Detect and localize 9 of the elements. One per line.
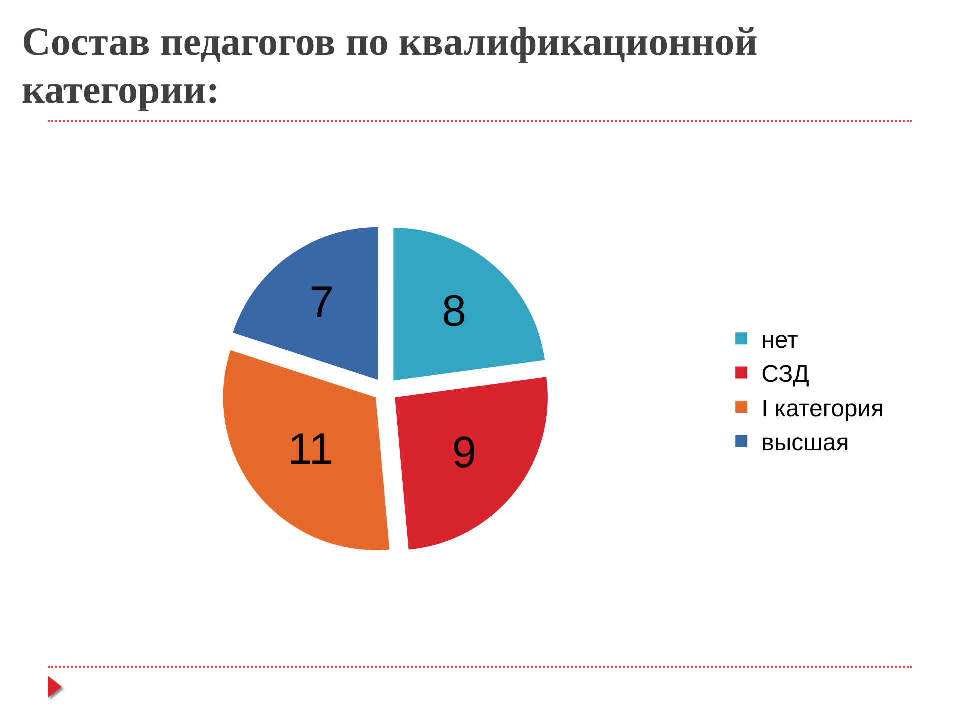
legend-label: высшая [762,430,850,457]
legend-label: СЗД [762,361,810,388]
chart-title: Состав педагогов по квалификационной категории: [22,18,759,114]
data-label: 8 [442,286,467,336]
legend-label: I категория [762,395,884,422]
legend-label: нет [762,326,798,354]
data-label: 9 [452,428,477,478]
data-label: 7 [310,278,334,327]
data-label: 11 [288,425,334,474]
